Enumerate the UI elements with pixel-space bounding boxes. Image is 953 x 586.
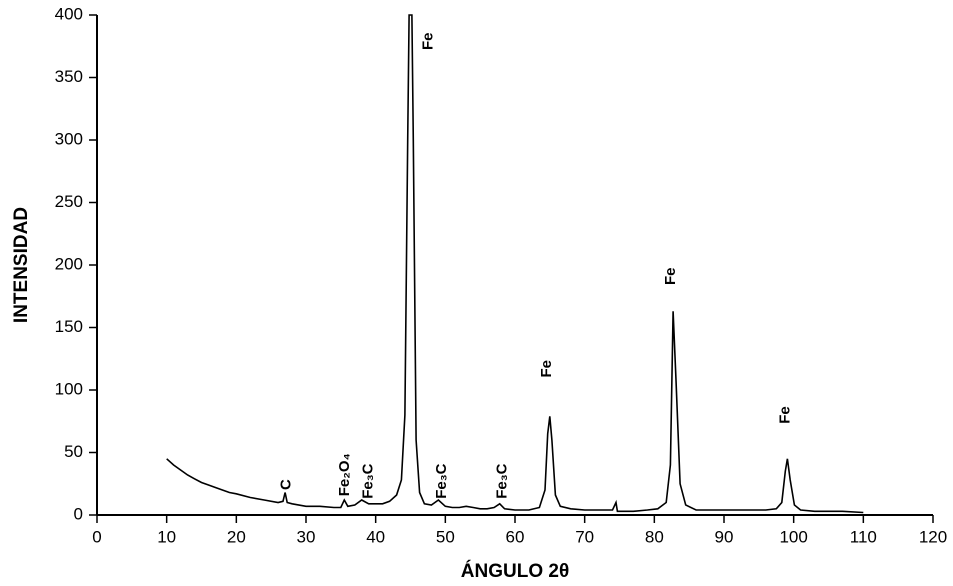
y-tick-label: 150 [55,317,83,336]
y-tick-label: 100 [55,379,83,398]
x-tick-label: 70 [575,527,594,546]
y-tick-label: 400 [55,4,83,23]
peak-label: Fe₂O₄ [336,453,353,496]
y-tick-label: 350 [55,67,83,86]
peak-label: Fe₃C [433,463,450,498]
x-tick-label: 40 [366,527,385,546]
y-tick-label: 0 [74,504,83,523]
x-tick-label: 80 [645,527,664,546]
x-axis-title: ÁNGULO 2θ [461,560,569,582]
x-tick-label: 110 [850,527,877,546]
x-tick-label: 10 [157,527,176,546]
x-tick-label: 30 [297,527,316,546]
x-tick-label: 20 [227,527,246,546]
peak-label: Fe [420,32,437,50]
x-tick-label: 0 [92,527,101,546]
data-line [166,14,864,514]
peak-label: Fe₃C [493,463,510,498]
y-tick-label: 50 [64,442,83,461]
y-tick-label: 200 [55,254,83,273]
peak-label: Fe₃C [360,463,377,498]
x-tick-label: 120 [919,527,947,546]
peak-label: Fe [538,360,555,378]
peak-label: Fe [776,406,793,424]
x-tick-label: 90 [715,527,734,546]
x-tick-label: 50 [436,527,455,546]
x-tick-label: 60 [506,527,525,546]
x-tick-label: 100 [779,527,807,546]
y-tick-label: 300 [55,129,83,148]
peak-label: C [277,479,294,490]
y-axis-title: INTENSIDAD [11,207,32,323]
y-tick-label: 250 [55,192,83,211]
peak-label: Fe [662,267,679,285]
